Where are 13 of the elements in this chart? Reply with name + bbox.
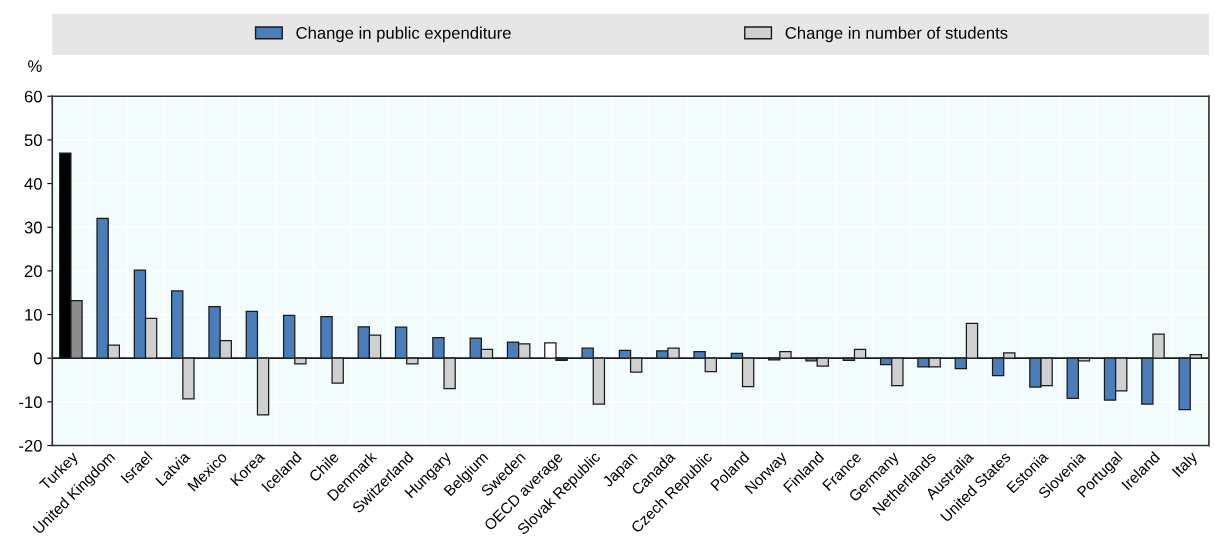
y-tick-label: 30: [24, 221, 42, 234]
y-axis-title: %: [28, 60, 42, 72]
y-tick-label: 50: [24, 134, 42, 147]
x-tick-label: Italy: [1171, 450, 1201, 480]
legend-label: Change in public expenditure: [296, 26, 511, 43]
y-tick-label: 60: [24, 90, 42, 103]
y-tick-label: 0: [33, 352, 42, 365]
legend-label: Change in number of students: [785, 26, 1008, 43]
y-tick-label: 20: [24, 265, 42, 278]
y-tick-label: 40: [24, 177, 42, 190]
y-tick-label: 10: [25, 308, 42, 321]
y-tick-label: -20: [19, 439, 42, 452]
y-tick-label: -10: [19, 396, 42, 409]
